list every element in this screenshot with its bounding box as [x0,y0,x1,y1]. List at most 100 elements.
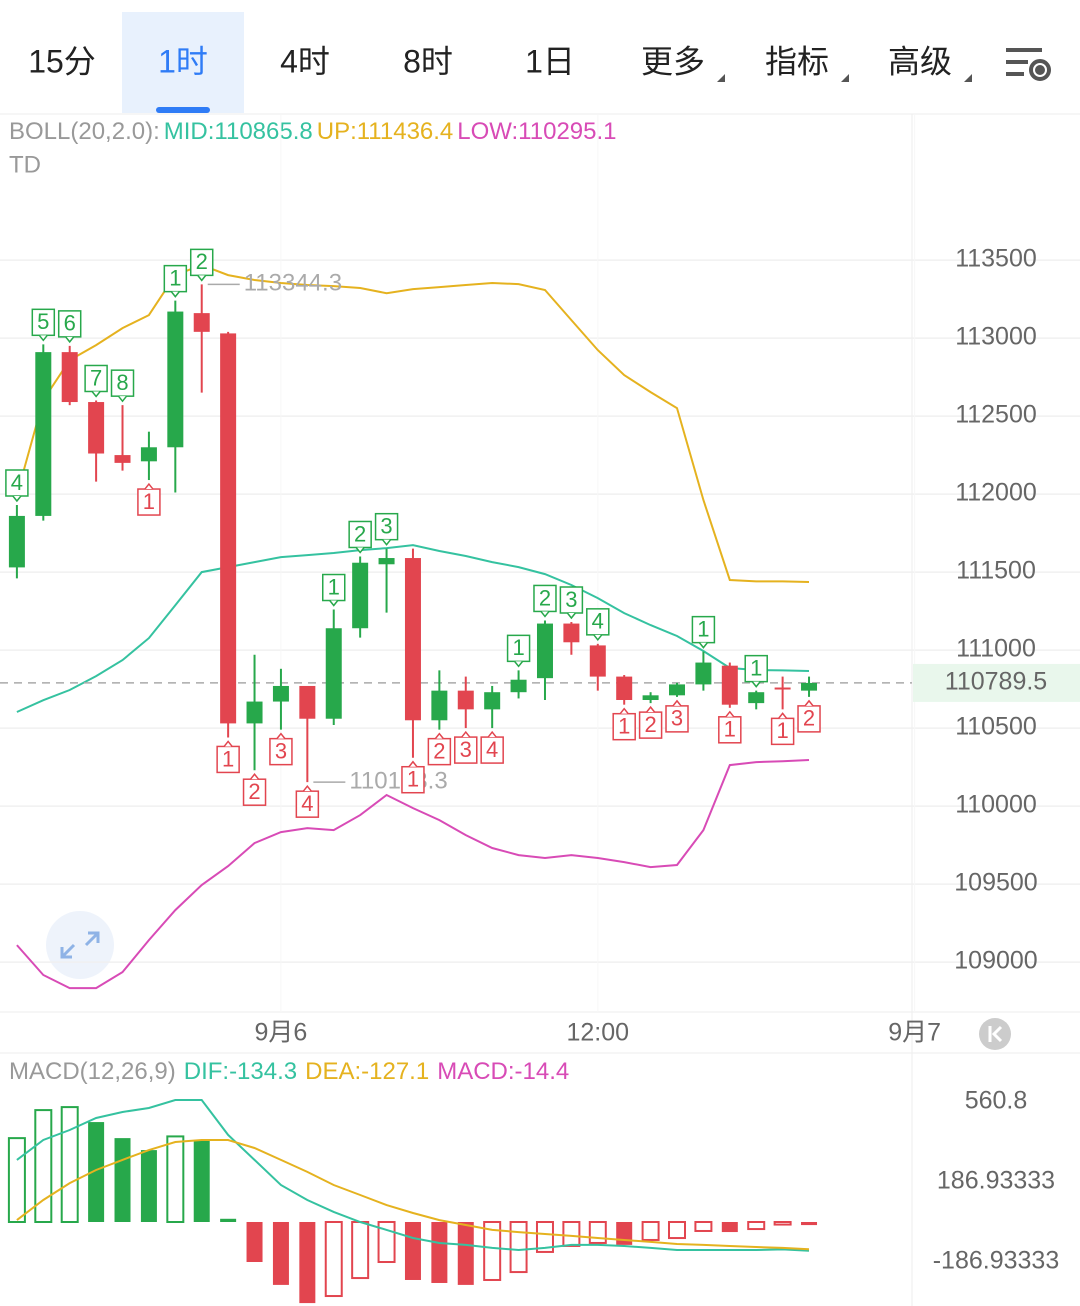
td-pointer [698,642,708,649]
macd-bar [641,1220,660,1241]
td-pointer [672,699,682,707]
x-tick-label: 9月7 [888,1019,941,1047]
tab[interactable]: 指标 [765,43,829,79]
macd-bar [721,1221,738,1233]
candle-body [616,676,633,700]
y-tick-label: 113500 [955,245,1037,273]
indicator-subtitle: TD [9,151,41,178]
candle-body [589,645,606,677]
td-label: 4 [592,609,604,634]
td-label: 4 [486,737,498,762]
td-label: 2 [539,585,551,610]
candle-body [404,558,421,721]
td-pointer [540,610,550,618]
candle-body [88,402,105,454]
collapse-icon[interactable] [979,1018,1011,1050]
expand-icon[interactable] [46,911,114,979]
td-pointer [38,334,48,342]
td-label: 6 [64,311,76,336]
td-label: 1 [169,265,181,290]
td-pointer [646,705,656,713]
td-label: 1 [750,655,762,680]
macd-bar [562,1220,581,1247]
indicator-header: BOLL(20,2.0): MID:110865.8 UP:111436.4 LOW:… [9,118,617,145]
y-tick-label: -186.93333 [933,1247,1060,1275]
candle-body [352,562,369,629]
y-tick-label: 109500 [954,869,1037,897]
y-tick-label: 112000 [955,479,1037,507]
candle-body [721,665,738,705]
last-price-label: 110789.5 [945,668,1047,696]
td-label: 3 [380,513,392,538]
macd-bar [7,1137,26,1223]
td-pointer [12,495,22,503]
tab[interactable]: 1日 [525,43,575,79]
td-label: 3 [565,587,577,612]
candle-body [299,685,316,719]
td-label: 1 [143,489,155,514]
td-label: 1 [776,718,788,743]
tab-underline [156,107,210,113]
td-label: 2 [354,521,366,546]
candle-body [457,690,474,710]
candle-body [669,684,686,696]
boll-line [15,264,810,583]
macd-bar [668,1220,687,1240]
macd-bar [535,1220,554,1253]
candle-body [536,623,553,679]
tab[interactable]: 15分 [28,43,96,79]
td-pointer [65,336,75,344]
indicator-title: BOLL(20,2.0): [9,118,160,145]
td-pointer [513,660,524,668]
macd-bar [60,1106,79,1223]
x-tick-label: 12:00 [567,1019,630,1047]
macd-bar [694,1220,713,1232]
settings-icon[interactable] [1006,48,1051,81]
tab[interactable]: 8时 [403,43,453,79]
tab[interactable]: 高级 [888,43,952,79]
indicator-value: UP:111436.4 [317,118,454,145]
td-pointer [276,732,286,740]
candle-body [484,692,501,710]
boll-line [16,759,810,990]
y-tick-label: 113000 [955,323,1037,351]
boll-line [16,544,810,713]
candle-body [246,701,263,724]
dropdown-arrow [717,74,725,82]
td-label: 2 [803,706,815,731]
tab[interactable]: 更多 [641,43,705,79]
td-pointer [619,707,629,715]
tab[interactable]: 1时 [158,43,208,79]
indicator-title: MACD(12,26,9) [9,1058,176,1085]
macd-bar [193,1140,210,1222]
td-label: 1 [512,635,524,660]
candle-body [167,311,184,448]
td-label: 5 [37,309,49,334]
y-tick-label: 560.8 [965,1087,1028,1115]
candle-body [140,447,157,462]
td-label: 2 [644,712,656,737]
td-label: 1 [697,616,709,641]
macd-bar [616,1221,633,1245]
td-label: 4 [301,791,313,816]
indicator-header: MACD(12,26,9) DIF:-134.3 DEA:-127.1 MACD:-1… [9,1058,569,1085]
td-label: 3 [275,738,287,763]
td-label: 1 [618,713,630,738]
y-tick-label: 109000 [954,947,1037,975]
candle-body [35,352,52,516]
candle-body [431,690,448,721]
indicator-value: DEA:-127.1 [305,1058,429,1085]
candle-body [563,623,580,643]
macd-bar [88,1122,105,1222]
macd-bar [114,1138,131,1222]
macd-bar [457,1221,474,1285]
candle-body [378,558,395,565]
last-price-tag [913,663,1080,702]
indicator-value: MID:110865.8 [164,118,313,145]
td-label: 3 [460,737,472,762]
macd-bar [246,1221,263,1263]
macd-line [16,1099,810,1252]
tab[interactable]: 4时 [280,43,330,79]
td-pointer [593,634,603,642]
